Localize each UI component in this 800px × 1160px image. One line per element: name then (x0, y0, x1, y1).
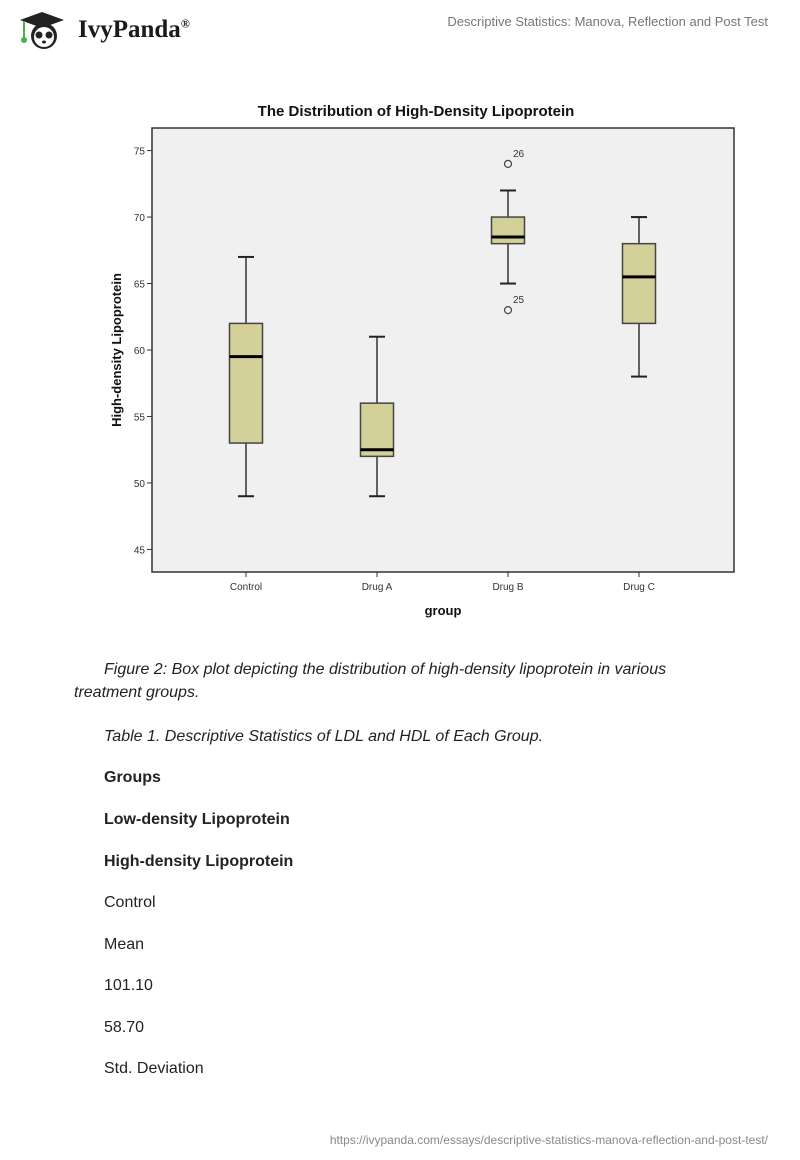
y-tick-label: 60 (134, 346, 146, 357)
x-tick-label: Control (230, 582, 262, 593)
table-header-ldl: Low-density Lipoprotein (104, 811, 290, 828)
registered-mark: ® (180, 16, 190, 31)
table-caption: Table 1. Descriptive Statistics of LDL a… (104, 728, 544, 745)
chart-title: The Distribution of High-Density Lipopro… (258, 103, 575, 120)
box-plot-chart: The Distribution of High-Density Lipopro… (109, 103, 735, 618)
source-url[interactable]: https://ivypanda.com/essays/descriptive-… (329, 1133, 768, 1147)
x-tick-label: Drug A (362, 582, 393, 593)
table-header-groups: Groups (104, 769, 161, 786)
outlier-label: 25 (513, 295, 525, 306)
outlier-point (503, 159, 513, 168)
brand-name: IvyPanda® (78, 16, 190, 44)
box-drug-b (490, 216, 526, 245)
y-tick-label: 55 (134, 412, 146, 423)
table-cell: 101.10 (104, 977, 153, 994)
y-tick-label: 65 (134, 280, 146, 291)
table-cell: 58.70 (104, 1019, 145, 1036)
x-tick-label: Drug C (623, 582, 655, 593)
y-tick-label: 50 (134, 479, 146, 490)
table-header-hdl: High-density Lipoprotein (104, 853, 294, 870)
x-tick-label: Drug B (492, 582, 523, 593)
ivypanda-logo[interactable]: IvyPanda® (14, 10, 190, 50)
table-cell: Mean (104, 936, 145, 953)
y-tick-label: 70 (134, 213, 146, 224)
table-cell: Std. Deviation (104, 1060, 204, 1077)
y-tick-label: 45 (134, 545, 146, 556)
y-tick-label: 75 (134, 147, 146, 158)
outlier-point (503, 306, 513, 315)
box-drug-a (359, 402, 395, 458)
box-control (228, 322, 264, 444)
outlier-label: 26 (513, 149, 525, 160)
figure-caption-cont: treatment groups. (74, 684, 200, 701)
y-axis-label: High-density Lipoprotein (109, 273, 124, 427)
document-title: Descriptive Statistics: Manova, Reflecti… (447, 14, 768, 29)
table-cell: Control (104, 894, 156, 911)
box-drug-c (621, 242, 657, 325)
x-axis-label: group (425, 603, 462, 618)
brand-text: IvyPanda (78, 16, 181, 43)
figure-caption: Figure 2: Box plot depicting the distrib… (104, 661, 667, 678)
panda-graduate-icon (20, 12, 64, 49)
